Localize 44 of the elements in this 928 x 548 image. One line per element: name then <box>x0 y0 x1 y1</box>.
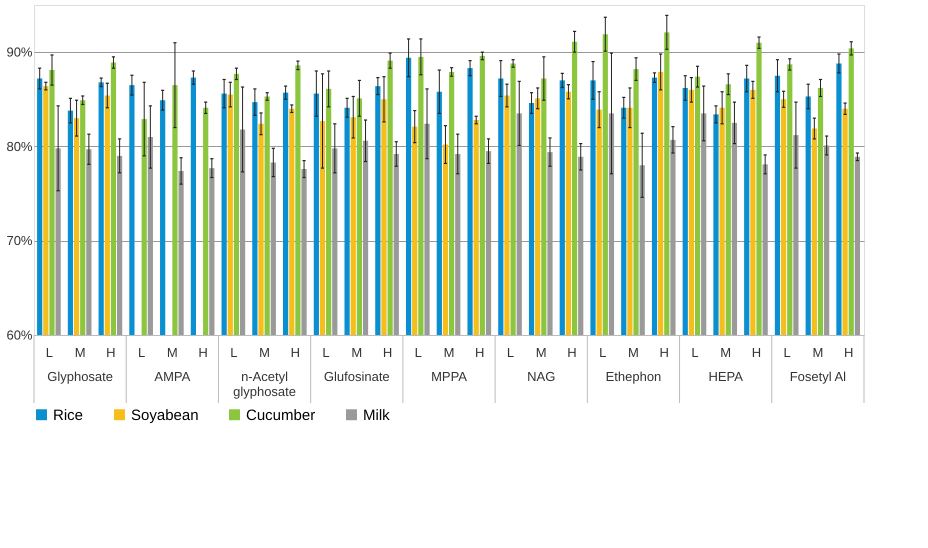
x-tick-label: H <box>382 345 392 360</box>
y-tick-label: 90% <box>6 44 33 60</box>
x-tick-label: M <box>74 345 86 360</box>
text: Ethephon <box>606 369 662 384</box>
y-tick-label: 80% <box>6 138 33 154</box>
text: MPPA <box>431 369 468 384</box>
x-tick-label: L <box>691 345 699 360</box>
text: Glyphosate <box>47 369 113 384</box>
x-tick-label: H <box>475 345 484 360</box>
text: NAG <box>527 369 556 384</box>
x-tick-label: H <box>567 345 577 360</box>
x-tick-label: L <box>506 345 514 360</box>
x-tick-label: H <box>290 345 300 360</box>
x-tick-label: L <box>784 345 791 360</box>
text: Fosetyl Al <box>790 369 846 384</box>
text: HEPA <box>708 369 744 384</box>
x-tick-label: L <box>138 345 146 360</box>
x-tick-label: M <box>720 345 732 360</box>
x-tick-label: M <box>536 345 547 360</box>
legend-label: Rice <box>53 406 84 424</box>
x-tick-label: M <box>628 345 639 360</box>
x-tick-label: L <box>599 345 606 360</box>
legend-label: Milk <box>363 406 390 424</box>
x-tick-label: L <box>230 345 238 360</box>
y-tick-label: 60% <box>6 328 33 342</box>
text: Glufosinate <box>324 369 390 384</box>
x-tick-label: M <box>444 345 454 360</box>
y-tick-label: 70% <box>6 233 33 248</box>
x-tick-label: M <box>812 345 824 360</box>
x-tick-label: H <box>752 345 762 360</box>
x-tick-label: M <box>259 345 270 360</box>
x-tick-label: H <box>198 345 208 360</box>
x-tick-label: H <box>844 345 854 360</box>
x-tick-label: H <box>659 345 669 360</box>
legend-label: Cucumber <box>246 406 316 424</box>
x-tick-label: M <box>166 345 178 360</box>
x-tick-label: L <box>414 345 422 360</box>
legend-label: Soyabean <box>131 406 199 424</box>
x-tick-label: M <box>351 345 362 360</box>
x-tick-label: H <box>106 345 116 360</box>
x-tick-label: L <box>46 345 53 360</box>
text: AMPA <box>154 369 191 384</box>
x-tick-label: L <box>322 345 330 360</box>
text: n-Acetyl glyphosate <box>233 369 296 399</box>
